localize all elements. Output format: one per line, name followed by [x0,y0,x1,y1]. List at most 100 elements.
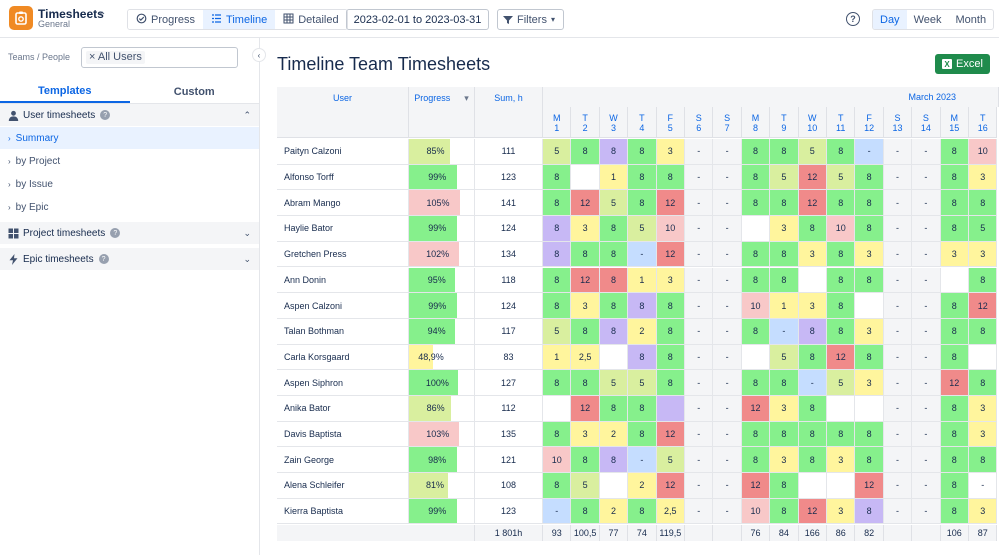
day-cell[interactable]: 8 [656,293,685,319]
date-range-picker[interactable]: 2023-02-01 to 2023-03-31 [346,9,489,30]
day-cell[interactable]: 10 [543,447,572,474]
scale-month-button[interactable]: Month [955,13,987,26]
day-cell[interactable]: - [883,139,913,165]
day-cell[interactable]: 8 [770,498,799,525]
day-cell[interactable]: 8 [798,344,827,371]
day-cell[interactable]: 10 [656,216,685,242]
day-cell[interactable]: 2,5 [571,344,600,371]
user-name-cell[interactable]: Paityn Calzoni [277,139,409,165]
day-cell[interactable]: 8 [599,139,629,165]
day-cell[interactable]: 8 [827,421,856,448]
day-cell[interactable]: - [713,139,742,165]
user-name-cell[interactable]: Haylie Bator [277,216,409,242]
day-cell[interactable]: 8 [940,164,969,191]
day-header[interactable]: F 12 [855,107,884,138]
day-cell[interactable]: 8 [770,241,799,268]
day-cell[interactable]: 3 [969,421,998,448]
day-cell[interactable]: 3 [571,421,600,448]
day-cell[interactable]: - [883,421,913,448]
day-cell[interactable]: 8 [628,190,657,217]
day-cell[interactable]: - [685,267,714,294]
day-cell[interactable]: 8 [798,421,827,448]
user-name-cell[interactable]: Davis Baptista [277,421,409,448]
day-cell[interactable]: 8 [571,447,600,474]
day-cell[interactable]: 8 [969,370,998,396]
help-icon[interactable]: ? [98,254,109,264]
sum-column-header[interactable]: Sum, h [475,87,543,138]
day-cell[interactable]: 8 [855,344,884,371]
day-cell[interactable]: 8 [543,190,572,217]
day-cell[interactable]: 3 [827,447,856,474]
day-cell[interactable]: 3 [656,267,685,294]
day-cell[interactable]: - [628,241,657,268]
day-cell[interactable]: 8 [656,164,685,191]
day-cell[interactable]: 8 [855,216,884,242]
day-cell[interactable]: - [969,473,998,499]
day-cell[interactable]: 8 [599,267,629,294]
day-cell[interactable]: - [855,139,884,165]
scale-day-button[interactable]: Day [873,10,907,29]
day-cell[interactable]: 5 [571,473,600,499]
day-cell[interactable]: 1 [543,344,572,371]
day-cell[interactable]: - [912,370,941,396]
user-name-cell[interactable]: Carla Korsgaard [277,344,409,371]
day-cell[interactable]: 12 [656,473,685,499]
day-cell[interactable]: 8 [940,139,969,165]
day-cell[interactable]: - [883,190,913,217]
day-cell[interactable]: 5 [770,344,799,371]
day-cell[interactable]: 8 [770,370,799,396]
day-cell[interactable]: - [713,344,742,371]
day-cell[interactable] [599,344,629,371]
day-cell[interactable]: - [883,318,913,345]
day-cell[interactable]: 8 [770,190,799,217]
user-name-cell[interactable]: Aspen Calzoni [277,293,409,319]
day-cell[interactable]: - [883,241,913,268]
section-project-timesheets[interactable]: Project timesheets? ⌄ [0,222,259,244]
all-users-chip[interactable]: × All Users [86,51,145,64]
day-cell[interactable]: 12 [827,344,856,371]
day-cell[interactable]: 3 [969,164,998,191]
tree-item-by-issue[interactable]: › by Issue [0,173,259,195]
user-name-cell[interactable]: Anika Bator [277,396,409,422]
day-cell[interactable]: 8 [827,190,856,217]
day-cell[interactable]: 5 [798,139,827,165]
day-cell[interactable]: - [713,370,742,396]
day-cell[interactable]: 3 [770,216,799,242]
day-cell[interactable]: - [883,267,913,294]
day-cell[interactable]: 12 [571,190,600,217]
day-cell[interactable]: 8 [599,396,629,422]
sort-down-icon[interactable]: ▾ [464,93,469,103]
user-column-header[interactable]: User [277,87,409,138]
day-cell[interactable]: 3 [969,241,998,268]
day-cell[interactable]: 3 [798,241,827,268]
day-cell[interactable] [741,216,771,242]
day-cell[interactable]: - [912,498,941,525]
day-cell[interactable]: 5 [543,139,572,165]
day-cell[interactable]: 8 [543,421,572,448]
day-cell[interactable]: - [685,473,714,499]
day-cell[interactable]: - [685,190,714,217]
day-cell[interactable]: 8 [770,421,799,448]
day-cell[interactable]: 12 [855,473,884,499]
help-icon[interactable]: ? [110,228,121,238]
day-cell[interactable]: 8 [599,216,629,242]
user-name-cell[interactable]: Aspen Siphron [277,370,409,396]
day-cell[interactable]: 8 [940,190,969,217]
day-cell[interactable]: 8 [827,318,856,345]
day-cell[interactable]: 10 [741,498,771,525]
day-cell[interactable]: 3 [656,139,685,165]
day-cell[interactable]: 8 [741,164,771,191]
day-cell[interactable]: 8 [770,473,799,499]
day-cell[interactable]: 8 [741,421,771,448]
day-cell[interactable]: 8 [969,190,998,217]
user-name-cell[interactable]: Alfonso Torff [277,164,409,191]
day-cell[interactable]: 8 [741,267,771,294]
day-cell[interactable] [543,396,572,422]
day-cell[interactable]: 8 [940,344,969,371]
day-cell[interactable]: 5 [628,216,657,242]
day-cell[interactable]: 12 [969,293,998,319]
day-cell[interactable]: - [883,344,913,371]
user-name-cell[interactable]: Ann Donin [277,267,409,294]
